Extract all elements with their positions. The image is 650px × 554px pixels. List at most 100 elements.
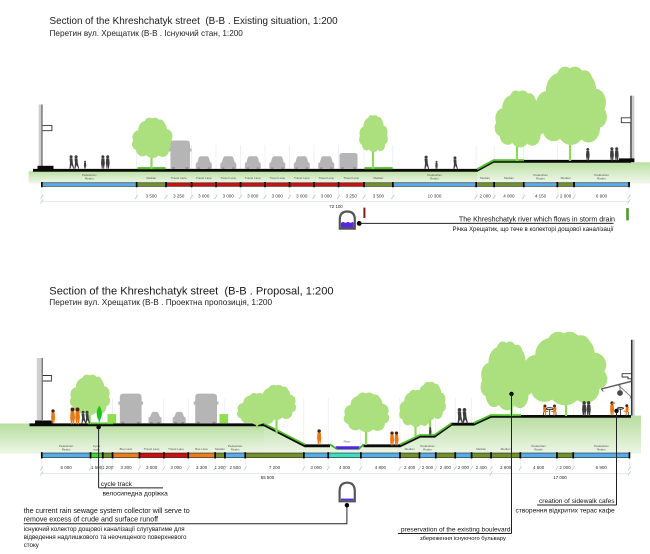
svg-text:3 000: 3 000 <box>272 193 284 198</box>
svg-text:Travel Lane: Travel Lane <box>269 176 285 180</box>
svg-text:Realm: Realm <box>231 448 240 452</box>
svg-text:4 800: 4 800 <box>375 465 387 470</box>
svg-text:3 250: 3 250 <box>173 193 185 198</box>
svg-text:17 000: 17 000 <box>553 475 567 480</box>
svg-text:2 400: 2 400 <box>440 465 452 470</box>
svg-text:3 300: 3 300 <box>120 465 132 470</box>
svg-text:3 000: 3 000 <box>321 193 333 198</box>
svg-text:6 000: 6 000 <box>60 465 72 470</box>
svg-text:1 200: 1 200 <box>214 465 226 470</box>
svg-text:3 000: 3 000 <box>223 193 235 198</box>
svg-text:3 000: 3 000 <box>310 465 322 470</box>
svg-text:Pedestrian: Pedestrian <box>82 173 97 177</box>
svg-text:cycle track: cycle track <box>101 481 133 488</box>
svg-text:Pedestrian: Pedestrian <box>420 444 435 448</box>
svg-text:стоку: стоку <box>24 542 40 549</box>
svg-text:Pedestrian: Pedestrian <box>531 444 546 448</box>
svg-text:Realm: Realm <box>597 176 606 180</box>
svg-text:Travel Lane: Travel Lane <box>318 176 334 180</box>
svg-text:2 000: 2 000 <box>458 465 470 470</box>
svg-text:Pedestrian: Pedestrian <box>533 173 548 177</box>
svg-text:2 000: 2 000 <box>422 465 434 470</box>
svg-text:відведення надлишкового та нео: відведення надлишкового та неочищеного п… <box>24 534 187 541</box>
svg-text:Section of the Khreshchatyk st: Section of the Khreshchatyk street (B-B … <box>50 16 339 27</box>
svg-text:Realm: Realm <box>62 448 71 452</box>
svg-text:3 250: 3 250 <box>346 193 358 198</box>
svg-text:Realm: Realm <box>534 448 543 452</box>
svg-text:2 000: 2 000 <box>479 193 491 198</box>
svg-text:1 200: 1 200 <box>102 465 114 470</box>
svg-text:10 300: 10 300 <box>428 193 442 198</box>
svg-text:Travel Lane: Travel Lane <box>245 176 261 180</box>
svg-text:Pedestrian: Pedestrian <box>228 444 243 448</box>
svg-text:3 000: 3 000 <box>247 193 259 198</box>
svg-text:Realm: Realm <box>430 176 439 180</box>
svg-text:Travel Lane: Travel Lane <box>294 176 310 180</box>
svg-text:Median: Median <box>504 176 514 180</box>
svg-text:3 600: 3 600 <box>500 465 512 470</box>
svg-text:River: River <box>344 440 351 444</box>
svg-text:Realm: Realm <box>597 448 606 452</box>
svg-text:3 500: 3 500 <box>373 193 385 198</box>
svg-text:4 150: 4 150 <box>535 193 547 198</box>
svg-text:Travel Lane: Travel Lane <box>168 447 184 451</box>
svg-text:Realm: Realm <box>423 448 432 452</box>
svg-text:preservation of the existing b: preservation of the existing boulevard <box>401 527 511 534</box>
svg-text:The Khreshchatyk river which f: The Khreshchatyk river which flows in st… <box>459 215 615 223</box>
svg-text:3 000: 3 000 <box>296 193 308 198</box>
svg-text:Travel Lane: Travel Lane <box>171 176 187 180</box>
svg-text:6 900: 6 900 <box>596 465 608 470</box>
svg-text:creation of sidewalk cafes: creation of sidewalk cafes <box>539 498 615 505</box>
svg-text:3 000: 3 000 <box>146 465 158 470</box>
svg-text:існуючий колектор дощової кана: існуючий колектор дощової каналізації сл… <box>24 526 185 533</box>
svg-text:велосипедна доріжка: велосипедна доріжка <box>103 490 169 498</box>
svg-text:6 900: 6 900 <box>596 193 608 198</box>
svg-text:Median: Median <box>146 176 156 180</box>
svg-text:Median: Median <box>561 176 571 180</box>
svg-text:the current rain sewage system: the current rain sewage system collector… <box>24 507 190 515</box>
svg-text:збереження існуючого бульвару: збереження існуючого бульвару <box>420 536 506 542</box>
svg-text:Travel Lane: Travel Lane <box>144 447 160 451</box>
svg-text:Realm: Realm <box>85 176 94 180</box>
svg-text:3 300: 3 300 <box>196 465 208 470</box>
svg-text:7 200: 7 200 <box>269 465 281 470</box>
svg-text:2 000: 2 000 <box>560 193 572 198</box>
svg-text:Річка Хрещатик, що тече в коле: Річка Хрещатик, що тече в колекторі дощо… <box>453 226 614 233</box>
svg-text:Bus Lane: Bus Lane <box>120 447 133 451</box>
svg-text:Section of the Khreshchatyk st: Section of the Khreshchatyk street (B-B … <box>49 286 333 298</box>
svg-text:track: track <box>93 448 100 452</box>
svg-text:Перетин вул. Хрещатик (В-В . П: Перетин вул. Хрещатик (В-В . Проектна пр… <box>49 297 272 307</box>
svg-text:3 000: 3 000 <box>198 193 210 198</box>
svg-text:Median: Median <box>215 447 225 451</box>
svg-text:55 500: 55 500 <box>261 475 275 480</box>
svg-text:Travel Lane: Travel Lane <box>220 176 236 180</box>
svg-text:remove excess of crude and sur: remove excess of crude and surface runof… <box>24 515 158 523</box>
svg-text:Bus Lane: Bus Lane <box>195 447 208 451</box>
svg-text:2 400: 2 400 <box>404 465 416 470</box>
svg-text:створення відкритих терас кафе: створення відкритих терас кафе <box>516 507 616 515</box>
svg-text:4 000: 4 000 <box>503 193 515 198</box>
svg-text:Travel Lane: Travel Lane <box>196 176 212 180</box>
svg-text:Realm: Realm <box>536 176 545 180</box>
svg-text:72 100: 72 100 <box>329 204 343 209</box>
svg-text:3 500: 3 500 <box>146 193 158 198</box>
svg-text:Median: Median <box>476 447 486 451</box>
svg-text:Median: Median <box>373 176 383 180</box>
svg-text:Pedestrian: Pedestrian <box>594 444 609 448</box>
svg-text:2 500: 2 500 <box>229 465 241 470</box>
svg-text:Cycle: Cycle <box>93 444 101 448</box>
svg-text:Travel Lane: Travel Lane <box>343 176 359 180</box>
svg-text:3 000: 3 000 <box>170 465 182 470</box>
svg-text:Перетин вул. Хрещатик (В-В . І: Перетин вул. Хрещатик (В-В . Існуючий ст… <box>50 29 244 38</box>
svg-text:Median: Median <box>405 447 415 451</box>
svg-text:Pedestrian: Pedestrian <box>594 173 609 177</box>
svg-text:Pedestrian: Pedestrian <box>59 444 74 448</box>
svg-text:4 000: 4 000 <box>339 465 351 470</box>
svg-text:4 500: 4 500 <box>533 465 545 470</box>
svg-text:2 000: 2 000 <box>559 465 571 470</box>
svg-text:Median: Median <box>501 447 511 451</box>
svg-text:Pedestrian: Pedestrian <box>427 173 442 177</box>
svg-text:1 500: 1 500 <box>91 465 103 470</box>
svg-text:2 400: 2 400 <box>476 465 488 470</box>
svg-text:Median: Median <box>480 176 490 180</box>
